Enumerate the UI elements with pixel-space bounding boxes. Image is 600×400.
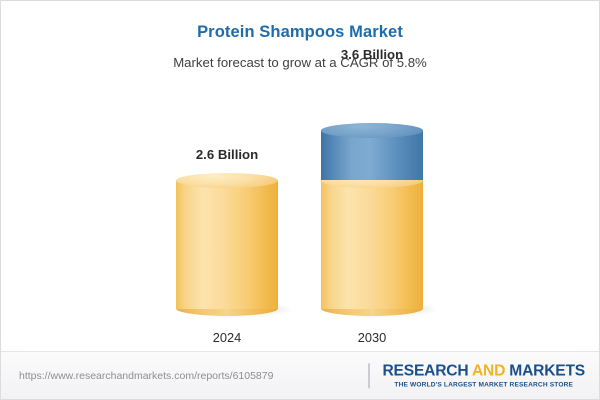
value-label-2024: 2.6 Billion — [195, 147, 259, 162]
logo-tagline: THE WORLD'S LARGEST MARKET RESEARCH STOR… — [394, 381, 574, 389]
bar-segment-base-2030 — [321, 173, 423, 316]
bar-group-2024: 2.6 Billion 2024 — [176, 147, 291, 345]
cylinder-body — [321, 130, 423, 180]
x-axis-label-2030: 2030 — [357, 330, 387, 345]
cylinder-top-ellipse — [321, 123, 423, 138]
logo-word-markets: MARKETS — [509, 361, 585, 379]
footer: https://www.researchandmarkets.com/repor… — [1, 351, 599, 399]
chart-subtitle: Market forecast to grow at a CAGR of 5.8… — [173, 54, 427, 70]
cylinder-body — [176, 180, 278, 309]
logo-wordmark: RESEARCH AND MARKETS — [382, 361, 585, 379]
page-title: Protein Shampoos Market — [197, 23, 403, 41]
cylinder-2030 — [321, 123, 436, 316]
report-url[interactable]: https://www.researchandmarkets.com/repor… — [19, 369, 274, 382]
bar-group-2030: 3.6 Billion 2030 — [321, 47, 436, 345]
brand-logo[interactable]: RESEARCH AND MARKETS THE WORLD'S LARGEST… — [368, 361, 585, 389]
bar-segment-base-2024 — [176, 173, 278, 316]
chart-header: Protein Shampoos Market Market forecast … — [1, 1, 599, 71]
logo-word-research: RESEARCH — [382, 361, 469, 379]
logo-word-and: AND — [471, 361, 506, 379]
value-label-2030: 3.6 Billion — [340, 47, 404, 62]
x-axis-label-2024: 2024 — [212, 330, 242, 345]
cylinder-2024 — [176, 173, 291, 316]
cylinder-top-ellipse — [176, 173, 278, 188]
chart-plot-area: 2.6 Billion 2024 3.6 Billion — [1, 47, 599, 351]
bar-segment-growth-2030 — [321, 123, 423, 180]
cylinder-body — [321, 180, 423, 309]
